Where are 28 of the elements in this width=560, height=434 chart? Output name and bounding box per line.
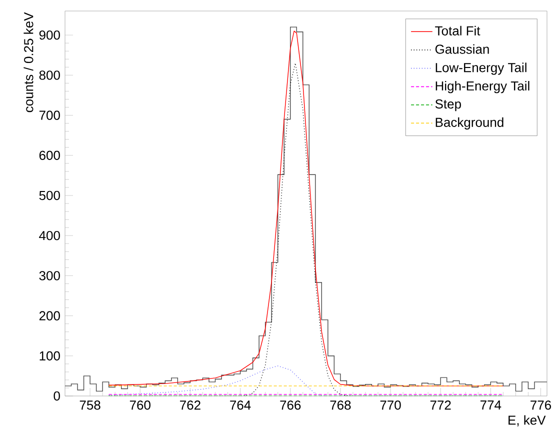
y-tick-label: 700 bbox=[39, 110, 60, 120]
x-tick-label: 766 bbox=[280, 400, 301, 410]
x-tick-label: 758 bbox=[80, 400, 100, 410]
y-tick-label: 0 bbox=[54, 391, 60, 401]
x-tick-label: 774 bbox=[480, 400, 502, 410]
x-tick-label: 768 bbox=[330, 400, 351, 410]
x-tick-label: 762 bbox=[180, 400, 200, 410]
y-tick-label: 500 bbox=[39, 190, 60, 200]
x-tick-label: 770 bbox=[380, 400, 401, 410]
y-tick-label: 100 bbox=[40, 351, 60, 360]
y-tick-label: 400 bbox=[39, 230, 60, 240]
legend-label: Gaussian bbox=[435, 44, 489, 54]
legend-label: Step bbox=[435, 99, 461, 112]
x-tick-label: 772 bbox=[430, 400, 451, 410]
legend-label: Low-Energy Tail bbox=[436, 62, 526, 75]
y-tick-label: 600 bbox=[39, 150, 60, 160]
legend-label: Background bbox=[436, 117, 504, 130]
y-tick-label: 200 bbox=[39, 311, 60, 320]
x-tick-label: 764 bbox=[230, 400, 251, 410]
legend-label: Total Fit bbox=[435, 26, 480, 36]
x-axis-title: E, keV bbox=[508, 415, 546, 426]
y-tick-label: 900 bbox=[39, 30, 60, 40]
y-tick-label: 800 bbox=[39, 70, 60, 80]
x-tick-label: 760 bbox=[130, 400, 150, 410]
x-tick-label: 776 bbox=[530, 400, 552, 410]
y-tick-label: 300 bbox=[39, 271, 60, 280]
y-axis-title: counts / 0.25 keV bbox=[24, 12, 34, 112]
legend-label: High-Energy Tail bbox=[436, 81, 530, 94]
